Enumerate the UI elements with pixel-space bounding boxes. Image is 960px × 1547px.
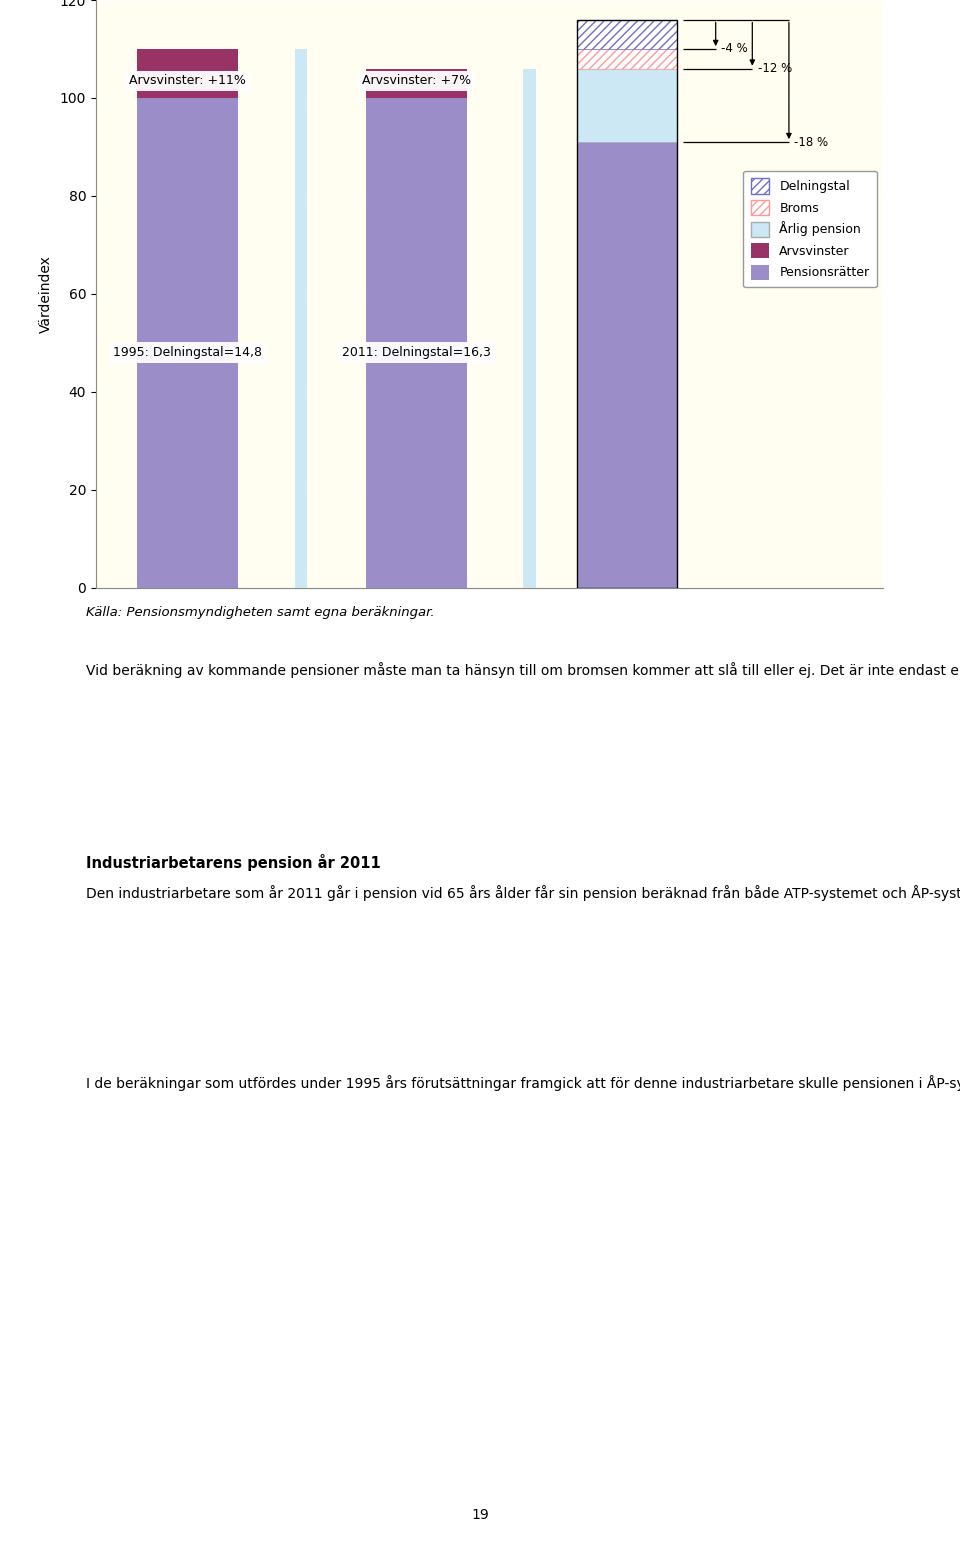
Text: Den industriarbetare som år 2011 går i pension vid 65 års ålder får sin pension : Den industriarbetare som år 2011 går i p… — [86, 885, 960, 900]
Text: Arvsvinster: +11%: Arvsvinster: +11% — [129, 74, 246, 87]
Bar — [577, 50, 677, 68]
Text: -18 %: -18 % — [795, 136, 828, 149]
Bar — [577, 20, 677, 50]
Bar — [137, 50, 238, 97]
Text: Källa: Pensionsmyndigheten samt egna beräkningar.: Källa: Pensionsmyndigheten samt egna ber… — [86, 606, 435, 619]
Text: Industriarbetarens pension år 2011: Industriarbetarens pension år 2011 — [86, 854, 381, 871]
Text: -4 %: -4 % — [721, 42, 748, 56]
Bar — [577, 20, 677, 588]
Bar — [577, 68, 677, 142]
Text: 2011: Delningstal=16,3: 2011: Delningstal=16,3 — [342, 347, 491, 359]
Legend: Delningstal, Broms, Årlig pension, Arvsvinster, Pensionsrätter: Delningstal, Broms, Årlig pension, Arvsv… — [743, 170, 876, 288]
Text: 19: 19 — [471, 1508, 489, 1522]
Y-axis label: Värdeindex: Värdeindex — [39, 255, 53, 333]
Text: Vid beräkning av kommande pensioner måste man ta hänsyn till om bromsen kommer a: Vid beräkning av kommande pensioner måst… — [86, 662, 960, 678]
Text: I de beräkningar som utfördes under 1995 års förutsättningar framgick att för de: I de beräkningar som utfördes under 1995… — [86, 1075, 960, 1091]
Bar — [366, 68, 467, 97]
Bar — [137, 97, 238, 588]
Bar — [577, 142, 677, 588]
Bar — [523, 68, 537, 588]
Bar — [366, 97, 467, 588]
Text: Arvsvinster: +7%: Arvsvinster: +7% — [362, 74, 471, 87]
Text: -12 %: -12 % — [757, 62, 792, 76]
Text: 1995: Delningstal=14,8: 1995: Delningstal=14,8 — [113, 347, 262, 359]
Bar — [295, 50, 307, 588]
